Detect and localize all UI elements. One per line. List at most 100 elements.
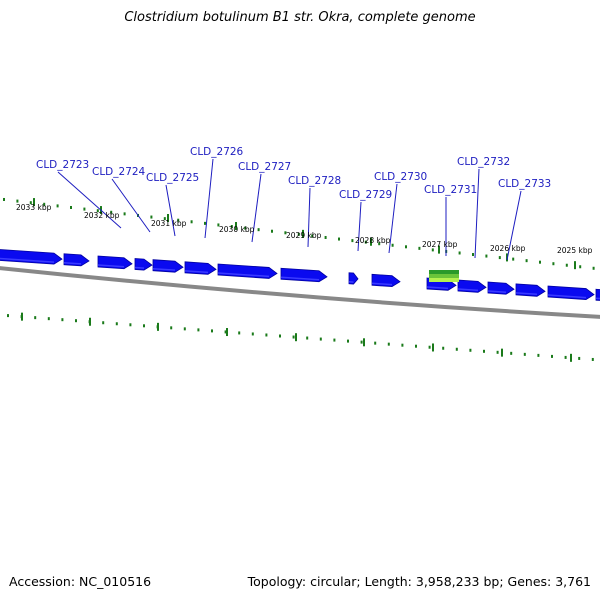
gene-label-leader bbox=[474, 168, 480, 259]
gene-label-leader bbox=[307, 187, 311, 248]
kbp-label: 2033 kbp bbox=[16, 203, 52, 212]
minor-tick bbox=[578, 356, 581, 360]
gene-label: CLD_2732 bbox=[457, 156, 510, 168]
minor-tick bbox=[129, 323, 132, 327]
minor-tick bbox=[405, 245, 407, 249]
major-tick bbox=[33, 198, 35, 207]
gene-label: CLD_2728 bbox=[288, 175, 341, 187]
minor-tick bbox=[271, 229, 273, 233]
gene-arrow-shade bbox=[217, 272, 270, 278]
minor-tick bbox=[61, 318, 64, 322]
gene-label-leader bbox=[388, 183, 398, 254]
minor-tick bbox=[338, 237, 340, 241]
minor-tick bbox=[374, 341, 377, 345]
major-tick bbox=[302, 229, 304, 238]
major-tick bbox=[235, 222, 237, 231]
minor-tick bbox=[150, 215, 153, 219]
gene-label-leader bbox=[506, 190, 522, 261]
minor-tick bbox=[16, 199, 19, 203]
minor-tick bbox=[579, 265, 582, 269]
gene-arrow-shade bbox=[547, 294, 587, 299]
minor-tick bbox=[564, 355, 567, 359]
minor-tick bbox=[170, 326, 173, 330]
minor-tick bbox=[244, 226, 247, 230]
minor-tick bbox=[592, 266, 595, 270]
minor-tick bbox=[123, 212, 126, 216]
minor-tick bbox=[387, 342, 390, 346]
minor-tick bbox=[190, 220, 193, 224]
gene-label: CLD_2733 bbox=[498, 178, 551, 190]
minor-tick bbox=[292, 335, 295, 339]
minor-tick bbox=[284, 231, 287, 235]
gene-label: CLD_2729 bbox=[339, 189, 392, 201]
accession-label: Accession: NC_010516 bbox=[9, 574, 152, 589]
minor-tick bbox=[415, 344, 417, 348]
minor-tick bbox=[34, 316, 37, 320]
minor-tick bbox=[204, 221, 206, 225]
minor-tick bbox=[552, 262, 555, 266]
minor-tick bbox=[472, 253, 474, 257]
minor-tick bbox=[56, 204, 59, 208]
minor-tick bbox=[297, 232, 300, 236]
minor-tick bbox=[485, 254, 488, 258]
genome-title: Clostridium botulinum B1 str. Okra, comp… bbox=[124, 10, 476, 25]
gene-arrow bbox=[0, 249, 63, 265]
minor-tick bbox=[143, 324, 145, 328]
minor-tick bbox=[197, 328, 200, 332]
minor-tick bbox=[418, 246, 421, 250]
gene-label-leader bbox=[251, 173, 262, 243]
kbp-label: 2028 kbp bbox=[355, 236, 391, 245]
minor-tick bbox=[512, 257, 515, 261]
gene-label-leader bbox=[165, 184, 176, 237]
major-tick bbox=[438, 245, 440, 254]
minor-tick bbox=[496, 350, 499, 354]
gene-label-leaders bbox=[57, 158, 522, 261]
gene-arrow-shade bbox=[184, 270, 209, 274]
minor-tick bbox=[498, 256, 501, 260]
minor-tick bbox=[70, 205, 72, 209]
minor-tick bbox=[43, 202, 46, 206]
gene-label-leader bbox=[57, 171, 122, 229]
minor-tick bbox=[83, 207, 86, 211]
major-tick bbox=[506, 253, 508, 262]
genome-backbone bbox=[0, 266, 600, 319]
minor-tick bbox=[442, 346, 445, 350]
minor-tick bbox=[360, 340, 363, 344]
minor-tick bbox=[7, 314, 9, 318]
minor-tick bbox=[565, 263, 568, 267]
minor-tick bbox=[319, 337, 322, 341]
minor-tick bbox=[401, 343, 404, 347]
highlight-feature bbox=[429, 270, 459, 282]
minor-tick bbox=[306, 336, 309, 340]
kbp-label: 2025 kbp bbox=[557, 246, 593, 255]
gene-arrow-shade bbox=[515, 292, 538, 296]
minor-tick bbox=[364, 240, 367, 244]
major-tick bbox=[21, 312, 23, 321]
minor-tick bbox=[75, 319, 77, 323]
gene-label: CLD_2727 bbox=[238, 161, 291, 173]
gene-arrow bbox=[280, 267, 328, 283]
minor-tick bbox=[378, 242, 381, 246]
minor-tick bbox=[525, 259, 528, 263]
gene-arrow bbox=[547, 285, 595, 300]
minor-tick bbox=[230, 225, 233, 229]
major-tick bbox=[226, 328, 228, 337]
highlight-bar-mid bbox=[429, 274, 459, 278]
gene-arrow-shade bbox=[134, 266, 145, 269]
minor-tick bbox=[458, 251, 461, 255]
minor-tick bbox=[523, 352, 526, 356]
gene-arrow-shade bbox=[426, 286, 449, 290]
minor-tick bbox=[265, 333, 268, 337]
minor-tick bbox=[3, 197, 5, 201]
minor-tick bbox=[29, 201, 32, 205]
minor-tick bbox=[177, 218, 180, 222]
minor-tick bbox=[163, 217, 166, 221]
minor-tick bbox=[324, 235, 327, 239]
gene-label: CLD_2731 bbox=[424, 184, 477, 196]
major-tick bbox=[295, 333, 297, 342]
major-tick bbox=[89, 317, 91, 326]
major-tick bbox=[370, 237, 372, 246]
kbp-label: 2026 kbp bbox=[490, 244, 526, 253]
minor-tick bbox=[115, 322, 118, 326]
